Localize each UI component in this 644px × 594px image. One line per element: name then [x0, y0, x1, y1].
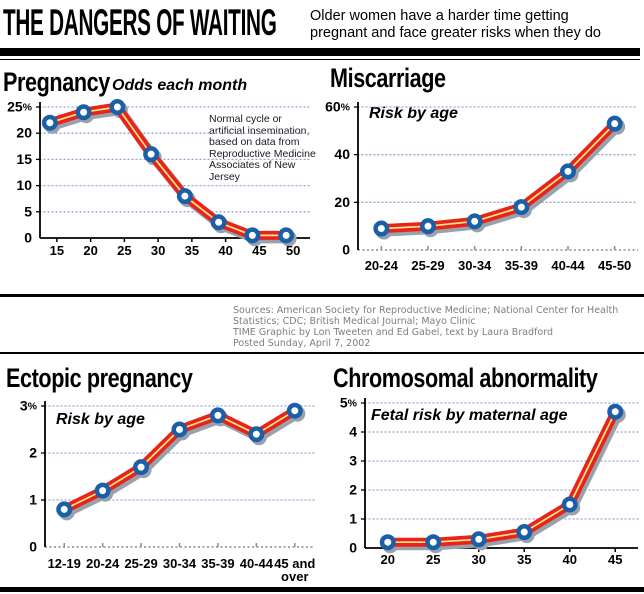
page-title: THE DANGERS OF WAITING — [3, 2, 277, 43]
svg-text:2: 2 — [349, 482, 357, 498]
svg-text:20: 20 — [16, 125, 32, 141]
svg-text:1: 1 — [349, 511, 357, 527]
svg-text:3%: 3% — [20, 398, 38, 414]
svg-text:0: 0 — [24, 230, 32, 246]
divider-bar-middle-bottom — [0, 352, 644, 354]
svg-text:35-39: 35-39 — [505, 258, 538, 273]
svg-text:40: 40 — [334, 146, 350, 162]
svg-text:60%: 60% — [325, 99, 351, 115]
ectopic-line-plot: 0 1 2 3% 12-19 20-24 25-29 30-34 35-39 40-44 45 an… — [20, 398, 316, 585]
divider-bar-middle-top — [0, 294, 644, 297]
svg-text:25: 25 — [117, 243, 131, 258]
svg-text:1: 1 — [29, 492, 37, 508]
chart-title-chromosomal: Chromosomal abnormality — [333, 363, 598, 393]
svg-text:25: 25 — [426, 552, 440, 567]
svg-text:30: 30 — [472, 552, 486, 567]
chart-title-ectopic: Ectopic pregnancy — [6, 363, 193, 393]
pregnancy-line-plot: 0 5 10 15 20 25% 15 20 25 30 35 40 45 50 — [7, 99, 311, 258]
chart-subtitle-miscarriage: Risk by age — [369, 105, 458, 122]
credits-sources-line2: Statistics; CDC; British Medical Journal… — [233, 315, 476, 327]
chart-subtitle-ectopic: Risk by age — [56, 411, 145, 428]
credits-posted-date: Posted Sunday, April 7, 2002 — [233, 337, 371, 349]
svg-text:15: 15 — [50, 243, 64, 258]
svg-text:40: 40 — [563, 552, 577, 567]
svg-text:30: 30 — [151, 243, 165, 258]
svg-text:20: 20 — [334, 194, 350, 210]
svg-text:4: 4 — [349, 424, 357, 440]
chart-title-pregnancy: Pregnancy — [3, 67, 110, 97]
svg-text:25-29: 25-29 — [124, 556, 157, 571]
svg-text:25%: 25% — [7, 99, 33, 115]
credits-block: Sources: American Society for Reproducti… — [233, 305, 619, 350]
svg-text:20-24: 20-24 — [86, 556, 120, 571]
svg-text:0: 0 — [342, 242, 350, 258]
svg-text:45: 45 — [252, 243, 266, 258]
svg-text:20-24: 20-24 — [365, 258, 399, 273]
svg-text:3: 3 — [349, 453, 357, 469]
svg-text:5: 5 — [24, 203, 32, 219]
divider-rule-top — [0, 59, 640, 60]
svg-text:2: 2 — [29, 445, 37, 461]
svg-text:12-19: 12-19 — [48, 556, 81, 571]
chart-annotation-pregnancy: Normal cycle or artificial insemination,… — [209, 113, 316, 183]
svg-text:5%: 5% — [340, 395, 358, 411]
svg-text:35: 35 — [185, 243, 199, 258]
svg-text:0: 0 — [349, 540, 357, 556]
credits-byline: TIME Graphic by Lon Tweeten and Ed Gabel… — [233, 326, 554, 338]
svg-text:40: 40 — [218, 243, 232, 258]
chart-subtitle-chromosomal: Fetal risk by maternal age — [371, 407, 568, 424]
svg-text:40-44: 40-44 — [551, 258, 585, 273]
svg-text:30-34: 30-34 — [163, 556, 197, 571]
svg-text:35-39: 35-39 — [201, 556, 234, 571]
divider-bar-bottom — [0, 587, 644, 592]
divider-bar-top — [0, 48, 640, 56]
svg-text:25-29: 25-29 — [411, 258, 444, 273]
chromosomal-line-plot: 0 1 2 3 4 5% 20 25 30 35 40 45 — [340, 395, 639, 567]
credits-sources-line1: Sources: American Society for Reproducti… — [233, 305, 619, 316]
svg-text:40-44: 40-44 — [240, 556, 274, 571]
svg-text:10: 10 — [16, 177, 32, 193]
svg-text:45: 45 — [608, 552, 622, 567]
page-subtitle: Older women have a harder time getting p… — [310, 8, 601, 41]
svg-text:0: 0 — [29, 539, 37, 555]
svg-text:20: 20 — [83, 243, 97, 258]
svg-text:50: 50 — [286, 243, 300, 258]
chart-title-miscarriage: Miscarriage — [330, 63, 446, 93]
svg-text:45-50: 45-50 — [598, 258, 631, 273]
svg-text:35: 35 — [517, 552, 531, 567]
miscarriage-line-plot: 0 20 40 60% 20-24 25-29 30-34 35-39 40-44 45-50 — [325, 99, 639, 273]
svg-text:30-34: 30-34 — [458, 258, 492, 273]
svg-text:20: 20 — [381, 552, 395, 567]
chart-subtitle-pregnancy: Odds each month — [112, 77, 248, 94]
svg-text:15: 15 — [16, 151, 32, 167]
